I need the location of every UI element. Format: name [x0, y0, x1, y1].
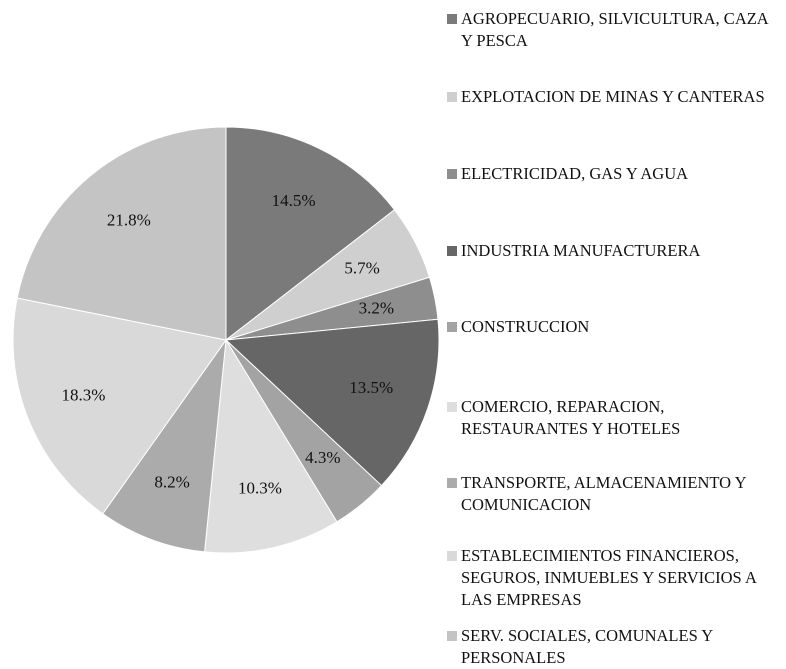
legend-swatch — [447, 631, 457, 641]
legend-item: SERV. SOCIALES, COMUNALES Y PERSONALES — [447, 625, 782, 669]
legend-swatch — [447, 14, 457, 24]
legend-item: CONSTRUCCION — [447, 316, 782, 338]
data-label: 14.5% — [272, 191, 316, 210]
data-label: 10.3% — [238, 478, 282, 497]
pie-slice — [224, 318, 440, 487]
legend-label: CONSTRUCCION — [461, 317, 590, 336]
legend-swatch — [447, 478, 457, 488]
legend-item: EXPLOTACION DE MINAS Y CANTERAS — [447, 86, 782, 108]
legend-swatch — [447, 169, 457, 179]
legend-item: TRANSPORTE, ALMACENAMIENTO Y COMUNICACIO… — [447, 472, 782, 516]
pie-chart: 14.5% 5.7% 3.2% 13.5% 4.3% 10.3% 8.2% 18.3% 21.8… — [12, 126, 440, 554]
data-label: 18.3% — [61, 385, 105, 404]
legend-swatch — [447, 92, 457, 102]
legend-label: ESTABLECIMIENTOS FINANCIEROS, SEGUROS, I… — [461, 546, 756, 609]
legend-item: COMERCIO, REPARACION, RESTAURANTES Y HOT… — [447, 396, 782, 440]
legend-label: EXPLOTACION DE MINAS Y CANTERAS — [461, 87, 765, 106]
data-label: 21.8% — [107, 210, 151, 229]
legend-item: ESTABLECIMIENTOS FINANCIEROS, SEGUROS, I… — [447, 545, 782, 611]
pie-slice — [204, 338, 338, 554]
data-label: 3.2% — [359, 299, 394, 318]
legend-label: INDUSTRIA MANUFACTURERA — [461, 241, 701, 260]
pie-slice — [12, 297, 227, 515]
legend-label: COMERCIO, REPARACION, RESTAURANTES Y HOT… — [461, 397, 681, 438]
legend-label: AGROPECUARIO, SILVICULTURA, CAZA Y PESCA — [461, 9, 768, 50]
legend-label: ELECTRICIDAD, GAS Y AGUA — [461, 164, 689, 183]
legend-swatch — [447, 551, 457, 561]
legend-swatch — [447, 322, 457, 332]
pie-slice — [225, 126, 396, 342]
legend-swatch — [447, 246, 457, 256]
legend-item: AGROPECUARIO, SILVICULTURA, CAZA Y PESCA — [447, 8, 782, 52]
pie-slice — [102, 338, 227, 553]
legend-label: TRANSPORTE, ALMACENAMIENTO Y COMUNICACIO… — [461, 473, 746, 514]
pie-slice — [16, 126, 227, 341]
legend-item: ELECTRICIDAD, GAS Y AGUA — [447, 163, 782, 185]
data-label: 4.3% — [305, 448, 340, 467]
data-label: 8.2% — [154, 472, 189, 491]
data-label: 5.7% — [344, 258, 379, 277]
data-label: 13.5% — [349, 378, 393, 397]
legend-item: INDUSTRIA MANUFACTURERA — [447, 240, 782, 262]
legend-label: SERV. SOCIALES, COMUNALES Y PERSONALES — [461, 626, 713, 667]
legend-swatch — [447, 402, 457, 412]
